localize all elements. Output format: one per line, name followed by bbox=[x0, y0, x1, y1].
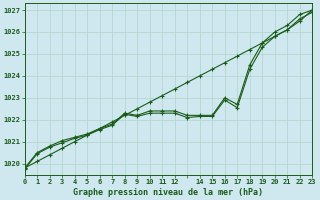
X-axis label: Graphe pression niveau de la mer (hPa): Graphe pression niveau de la mer (hPa) bbox=[74, 188, 263, 197]
